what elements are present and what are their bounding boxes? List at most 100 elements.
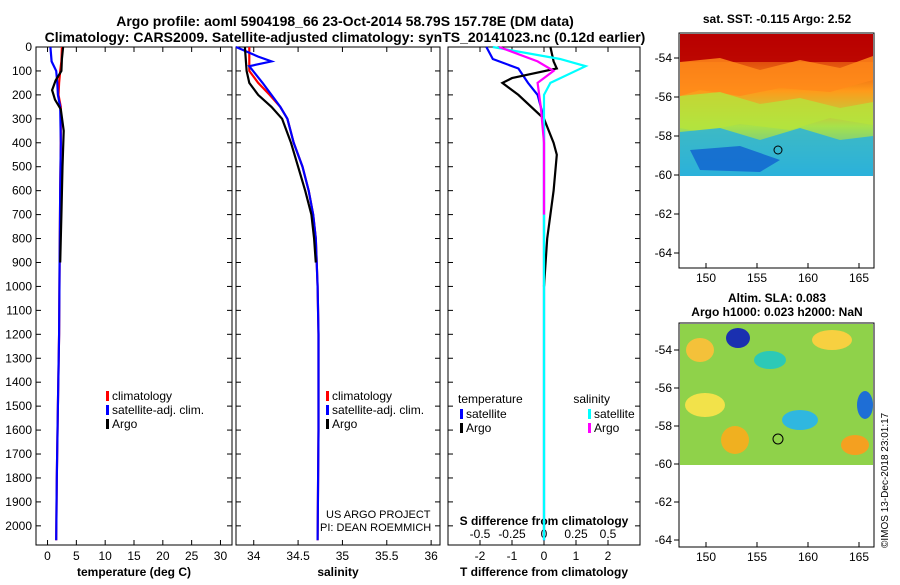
- x-tick-label: -2: [475, 549, 486, 563]
- map-tick-label: 165: [849, 271, 869, 285]
- legend-label: Argo: [466, 421, 492, 435]
- y-tick-label: 800: [12, 232, 32, 246]
- series-line-argo: [50, 46, 65, 263]
- y-tick-label: 1500: [5, 399, 32, 413]
- y-tick-label: 1700: [5, 447, 32, 461]
- sla-map: -54 -56 -58 -60 -62 -64 150 155 160 165: [655, 322, 875, 564]
- legend-swatch: [106, 405, 109, 415]
- series-line-salinity-satellite: [492, 45, 589, 541]
- y-tick-label: 300: [12, 112, 32, 126]
- credit-line1: US ARGO PROJECT: [326, 509, 431, 521]
- map-tick-label: -62: [655, 495, 673, 509]
- legend-label: satellite-adj. clim.: [332, 403, 424, 417]
- x-tick-label: 5: [73, 549, 80, 563]
- legend-swatch: [326, 405, 329, 415]
- map-tick-label: -64: [655, 533, 673, 547]
- x-tick-label: 35.5: [375, 549, 399, 563]
- y-tick-label: 1200: [5, 327, 32, 341]
- series-line-satellite-adj-clim-: [49, 46, 62, 541]
- x-tick-label: 20: [156, 549, 170, 563]
- y-tick-label: 2000: [5, 519, 32, 533]
- map-tick-label: -62: [655, 207, 673, 221]
- map-tick-label: -56: [655, 381, 673, 395]
- legend-label: climatology: [112, 389, 172, 403]
- map-tick-label: 150: [696, 271, 716, 285]
- legend-salinity-title: salinity: [573, 392, 610, 406]
- map-tick-label: -54: [655, 343, 673, 357]
- legend-swatch: [106, 419, 109, 429]
- map-tick-label: -56: [655, 90, 673, 104]
- legend-label: Argo: [332, 417, 358, 431]
- sst-argo-marker: [773, 145, 783, 155]
- y-tick-label: 1300: [5, 351, 32, 365]
- legend-swatch: [460, 423, 463, 433]
- y-tick-label: 700: [12, 208, 32, 222]
- map-tick-label: 160: [798, 550, 818, 564]
- x-tick-label: 1: [573, 549, 580, 563]
- legend-label: Argo: [112, 417, 138, 431]
- legend-label: Argo: [594, 421, 620, 435]
- top-x-tick-label: -0.25: [498, 527, 526, 541]
- top-x-tick-label: 0.5: [600, 527, 617, 541]
- y-tick-label: 1600: [5, 423, 32, 437]
- x-axis-label: salinity: [317, 565, 359, 579]
- top-x-tick-label: -0.5: [470, 527, 491, 541]
- y-tick-label: 500: [12, 160, 32, 174]
- x-tick-label: 2: [605, 549, 612, 563]
- map-tick-label: 155: [747, 271, 767, 285]
- y-tick-label: 1000: [5, 279, 32, 293]
- x-axis-label: temperature (deg C): [77, 565, 191, 579]
- map-tick-label: -58: [655, 419, 673, 433]
- plot-frame: [235, 46, 441, 546]
- map-tick-label: -64: [655, 246, 673, 260]
- y-tick-label: 0: [25, 40, 32, 54]
- legend-label: climatology: [332, 389, 392, 403]
- sla-argo-marker: [772, 433, 784, 445]
- sla-x-axis: 150 155 160 165: [696, 542, 869, 564]
- y-tick-label: 600: [12, 184, 32, 198]
- series-line-satellite-adj-clim-: [235, 45, 320, 541]
- x-tick-label: 25: [185, 549, 199, 563]
- legend-label: satellite: [594, 407, 635, 421]
- y-tick-label: 1900: [5, 495, 32, 509]
- y-tick-label: 200: [12, 88, 32, 102]
- legend-swatch: [460, 409, 463, 419]
- x-tick-label: 34: [247, 549, 261, 563]
- plot-frame: [35, 46, 233, 546]
- sla-y-axis: -54 -56 -58 -60 -62 -64: [655, 343, 679, 547]
- sla-map-title1: Altim. SLA: 0.083: [728, 291, 826, 305]
- map-tick-label: 155: [747, 550, 767, 564]
- map-tick-label: -54: [655, 51, 673, 65]
- series-line-argo: [243, 46, 317, 263]
- y-tick-label: 1800: [5, 471, 32, 485]
- x-tick-label: 15: [127, 549, 141, 563]
- sst-x-axis: 150 155 160 165: [696, 263, 869, 285]
- y-tick-label: 1400: [5, 375, 32, 389]
- legend-label: satellite-adj. clim.: [112, 403, 204, 417]
- y-tick-label: 100: [12, 64, 32, 78]
- x-tick-label: 0: [44, 549, 51, 563]
- timestamp: ©IMOS 13-Dec-2018 23:01:17: [880, 412, 891, 548]
- legend-temperature-title: temperature: [458, 392, 523, 406]
- difference-panel: -2 -1 0 1 2-0.5 -0.25 0 0.25 0.5S difference fro…: [447, 45, 641, 579]
- x-tick-label: 30: [214, 549, 228, 563]
- map-tick-label: -58: [655, 129, 673, 143]
- x-axis-label: T difference from climatology: [460, 565, 628, 579]
- map-tick-label: -60: [655, 168, 673, 182]
- legend-swatch: [326, 419, 329, 429]
- legend-label: satellite: [466, 407, 507, 421]
- map-tick-label: 160: [798, 271, 818, 285]
- series-line-temperature-argo: [500, 46, 559, 287]
- figure-title-line2: Climatology: CARS2009. Satellite-adjuste…: [45, 29, 646, 45]
- legend-swatch: [106, 391, 109, 401]
- sla-map-title2: Argo h1000: 0.023 h2000: NaN: [691, 305, 862, 319]
- sst-y-axis: -54 -56 -58 -60 -62 -64: [655, 51, 679, 260]
- x-tick-label: 36: [424, 549, 438, 563]
- credit-line2: PI: DEAN ROEMMICH: [320, 522, 431, 534]
- legend-swatch: [326, 391, 329, 401]
- sst-map-title: sat. SST: -0.115 Argo: 2.52: [703, 12, 852, 26]
- map-tick-label: 165: [849, 550, 869, 564]
- series-line-temperature-satellite: [485, 46, 546, 541]
- x-tick-label: 10: [98, 549, 112, 563]
